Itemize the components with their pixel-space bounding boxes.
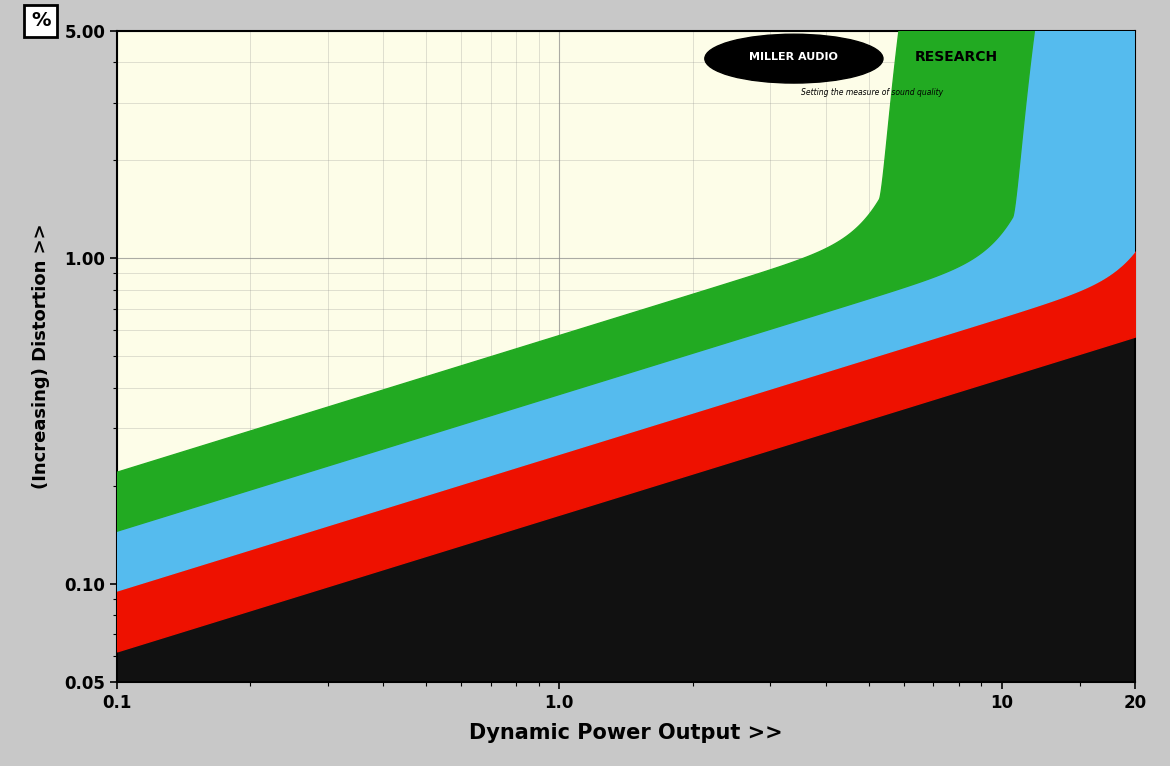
Text: %: % bbox=[30, 11, 50, 31]
Ellipse shape bbox=[704, 34, 883, 83]
X-axis label: Dynamic Power Output >>: Dynamic Power Output >> bbox=[469, 722, 783, 743]
Text: RESEARCH: RESEARCH bbox=[915, 51, 998, 64]
Y-axis label: (Increasing) Distortion >>: (Increasing) Distortion >> bbox=[33, 224, 50, 489]
Text: MILLER AUDIO: MILLER AUDIO bbox=[750, 52, 839, 62]
Text: Setting the measure of sound quality: Setting the measure of sound quality bbox=[801, 88, 943, 97]
